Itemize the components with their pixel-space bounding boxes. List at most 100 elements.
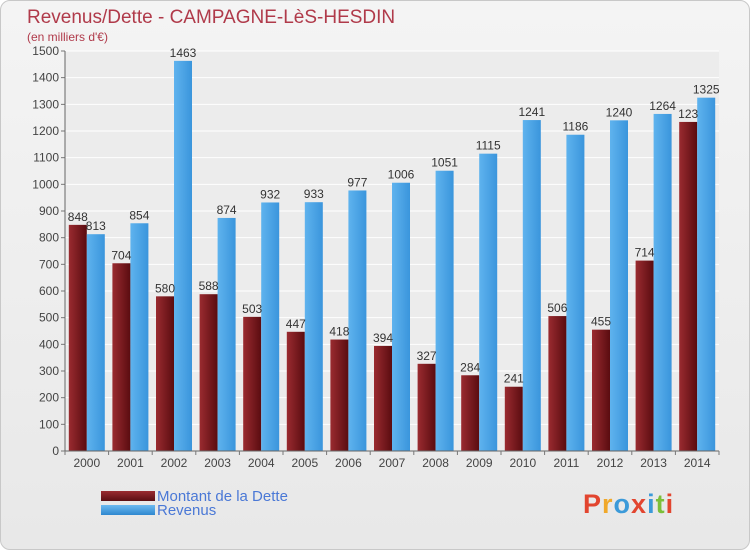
debt-bar <box>417 363 436 451</box>
revenue-bar <box>566 134 585 451</box>
revenue-bar <box>522 120 541 452</box>
revenue-value-label: 1241 <box>518 105 545 119</box>
y-tick-label: 1000 <box>32 177 59 191</box>
debt-value-label: 394 <box>373 331 393 345</box>
y-tick-label: 900 <box>39 204 59 218</box>
debt-value-label: 714 <box>635 246 655 260</box>
revenue-value-label: 1325 <box>693 83 720 97</box>
revenue-bar <box>261 202 280 451</box>
revenue-value-label: 874 <box>217 203 237 217</box>
y-tick-label: 1200 <box>32 124 59 138</box>
revenue-value-label: 1051 <box>431 156 458 170</box>
revenue-bar <box>392 182 410 451</box>
revenue-bar <box>304 202 323 451</box>
revenue-value-label: 1186 <box>562 120 588 134</box>
y-tick-label: 800 <box>39 231 59 245</box>
debt-bar <box>635 260 654 451</box>
bars <box>68 60 716 452</box>
revenue-bar <box>479 153 498 451</box>
debt-bar <box>112 263 131 451</box>
revenue-value-label: 1264 <box>649 99 676 113</box>
revenue-bar <box>697 97 716 452</box>
x-tick-label: 2014 <box>684 456 711 470</box>
y-tick-label: 1300 <box>32 97 59 111</box>
revenue-value-label: 1115 <box>476 139 501 153</box>
x-axis: 2000 2001 2002 2003 2004 2005 2006 2007 2008 2009… <box>64 450 720 470</box>
logo-letter: t <box>655 489 666 519</box>
legend-label-debt: Montant de la Dette <box>157 487 288 505</box>
revenue-value-label: 813 <box>86 219 106 233</box>
logo-letter: i <box>665 489 675 519</box>
legend-swatch-debt <box>101 491 155 501</box>
legend-label-revenue: Revenus <box>157 501 217 519</box>
x-tick-label: 2008 <box>422 456 449 470</box>
revenue-value-label: 932 <box>260 187 280 201</box>
x-tick-label: 2000 <box>73 456 100 470</box>
y-tick-label: 200 <box>39 391 59 405</box>
debt-bar <box>504 386 523 451</box>
debt-value-label: 848 <box>68 210 88 224</box>
y-tick-label: 600 <box>39 284 59 298</box>
debt-bar <box>374 345 392 451</box>
debt-value-label: 123 <box>678 107 698 121</box>
revenue-bar <box>435 170 454 451</box>
revenue-bar <box>348 190 367 451</box>
debt-value-label: 704 <box>111 248 131 262</box>
y-tick-label: 300 <box>39 364 59 378</box>
x-tick-label: 2006 <box>335 456 362 470</box>
y-tick-label: 1400 <box>32 71 59 85</box>
y-tick-label: 100 <box>39 417 59 431</box>
revenue-bar <box>86 234 105 451</box>
y-tick-label: 1500 <box>32 44 59 58</box>
debt-bar <box>156 296 174 451</box>
debt-bar <box>592 329 610 451</box>
y-tick-label: 1100 <box>33 151 59 165</box>
revenue-bar <box>217 217 236 451</box>
debt-bar <box>461 375 480 451</box>
debt-bar <box>548 316 567 451</box>
debt-value-label: 588 <box>199 279 219 293</box>
logo-letter: P <box>583 489 603 519</box>
x-tick-label: 2013 <box>640 456 667 470</box>
logo-letter: o <box>613 489 632 519</box>
chart-subtitle: (en milliers d'€) <box>27 30 108 44</box>
x-tick-label: 2012 <box>597 456 624 470</box>
revenue-value-label: 854 <box>129 208 149 222</box>
revenue-value-label: 977 <box>347 175 367 189</box>
x-tick-label: 2007 <box>379 456 406 470</box>
revenue-bar <box>174 60 192 451</box>
debt-value-label: 503 <box>242 302 262 316</box>
revenue-bar <box>610 120 628 451</box>
revenue-value-label: 1463 <box>170 46 197 60</box>
revenue-bar <box>130 223 149 451</box>
logo-letter: x <box>631 489 648 519</box>
x-tick-label: 2003 <box>204 456 231 470</box>
x-tick-label: 2011 <box>553 456 579 470</box>
x-tick-label: 2005 <box>291 456 318 470</box>
debt-bar <box>330 339 349 451</box>
logo-letter: r <box>602 489 614 519</box>
debt-value-label: 580 <box>155 281 175 295</box>
debt-value-label: 455 <box>591 315 611 329</box>
debt-value-label: 506 <box>547 301 567 315</box>
revenue-value-label: 1240 <box>606 105 633 119</box>
debt-bar <box>243 316 262 451</box>
proxiti-logo: Proxiti <box>583 489 674 520</box>
x-tick-label: 2009 <box>466 456 493 470</box>
y-tick-label: 400 <box>39 337 59 351</box>
chart-title: Revenus/Dette - CAMPAGNE-LèS-HESDIN <box>27 7 396 28</box>
revenue-value-label: 1006 <box>388 168 415 182</box>
y-tick-label: 700 <box>39 257 59 271</box>
x-tick-label: 2002 <box>161 456 188 470</box>
y-tick-label: 500 <box>39 311 59 325</box>
debt-value-label: 447 <box>286 317 306 331</box>
debt-value-label: 418 <box>329 325 349 339</box>
debt-bar <box>679 121 698 451</box>
debt-bar <box>68 224 87 451</box>
revenue-bar <box>653 113 672 451</box>
legend-item-revenue: Revenus <box>101 501 217 519</box>
y-tick-label: 0 <box>52 444 59 458</box>
x-tick-label: 2004 <box>248 456 275 470</box>
